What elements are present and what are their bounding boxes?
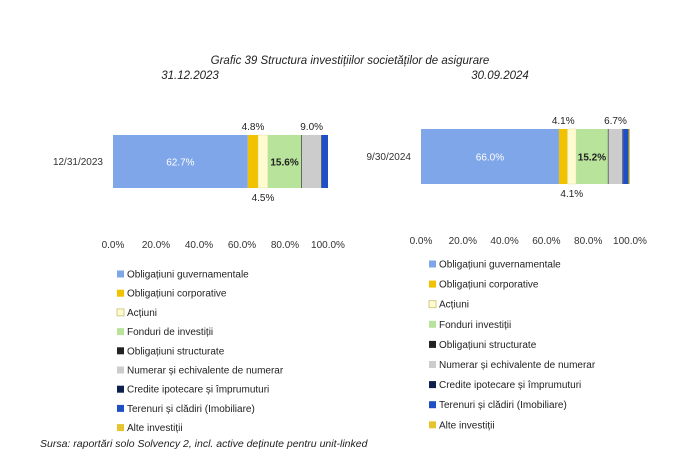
legend-swatch — [429, 340, 436, 348]
data-label: 66.0% — [476, 153, 504, 164]
bar-segment — [576, 129, 608, 184]
x-tick-label: 80.0% — [574, 236, 602, 247]
legend-label: Obligațiuni guvernamentale — [439, 260, 561, 271]
legend-swatch — [429, 280, 436, 288]
y-category-label: 12/31/2023 — [53, 157, 103, 168]
legend-swatch — [428, 300, 437, 309]
chart-title: 31.12.2023 — [161, 70, 219, 82]
y-category-label: 9/30/2024 — [367, 152, 412, 163]
bar-segment — [301, 135, 322, 188]
data-label: 4.1% — [552, 116, 575, 127]
bar-segment — [257, 134, 269, 189]
legend-label: Terenuri și clădiri (Imobiliare) — [127, 404, 255, 415]
x-tick-label: 100.0% — [613, 236, 647, 247]
legend-swatch — [429, 381, 436, 389]
data-label: 9.0% — [300, 122, 323, 133]
legend-swatch — [429, 361, 436, 368]
x-tick-label: 20.0% — [449, 236, 477, 247]
source-note: Sursa: raportări solo Solvency 2, incl. … — [40, 438, 368, 450]
data-label: 6.7% — [604, 116, 627, 127]
legend-swatch — [117, 404, 124, 412]
x-tick-label: 60.0% — [532, 236, 560, 247]
bar-segment — [301, 135, 302, 188]
x-tick-label: 80.0% — [271, 240, 299, 251]
x-tick-label: 0.0% — [410, 236, 433, 247]
data-label: 4.1% — [560, 189, 583, 200]
x-tick-label: 0.0% — [102, 240, 125, 251]
bar-segment — [608, 129, 623, 184]
legend-swatch — [429, 401, 436, 409]
legend-swatch — [117, 366, 124, 374]
data-label: 62.7% — [166, 158, 194, 169]
legend-label: Fonduri de investiții — [127, 327, 213, 338]
bar-segment — [321, 135, 328, 188]
legend-label: Obligațiuni guvernamentale — [127, 270, 249, 281]
legend-label: Fonduri investiții — [439, 320, 511, 331]
legend-label: Acțiuni — [127, 308, 157, 319]
bar-segment — [267, 135, 302, 188]
legend-swatch — [117, 289, 124, 297]
bar-segment — [321, 135, 322, 188]
chart-title: 30.09.2024 — [471, 70, 529, 82]
legend-swatch — [117, 270, 124, 278]
x-tick-label: 40.0% — [490, 236, 518, 247]
legend-label: Obligațiuni structurate — [439, 340, 537, 351]
bar-segment — [628, 129, 630, 184]
bar-segment — [113, 135, 248, 188]
x-tick-label: 60.0% — [228, 240, 256, 251]
legend-label: Obligațiuni corporative — [127, 289, 227, 300]
bar-segment — [421, 129, 559, 184]
bar-segment — [607, 129, 609, 184]
x-tick-label: 20.0% — [142, 240, 170, 251]
legend-label: Alte investiții — [127, 423, 183, 434]
x-tick-label: 40.0% — [185, 240, 213, 251]
bar-segment — [558, 129, 568, 184]
x-tick-label: 100.0% — [311, 240, 345, 251]
legend-label: Obligațiuni structurate — [127, 346, 225, 357]
chart-panel-2024: 30.09.2024 0.0% 20.0% 40.0% 60.0% 80.0% 100.0%… — [367, 70, 648, 431]
legend-swatch — [117, 328, 124, 336]
legend-label: Numerar și echivalente de numerar — [127, 366, 284, 377]
legend-swatch — [117, 347, 124, 355]
data-label: 4.5% — [252, 193, 275, 204]
legend-label: Alte investiții — [439, 420, 495, 431]
bar-segment — [567, 128, 577, 185]
figure-title: Grafic 39 Structura investițiilor societ… — [211, 55, 490, 67]
legend-swatch — [429, 320, 436, 328]
data-label: 15.2% — [578, 153, 606, 164]
legend-label: Obligațiuni corporative — [439, 280, 539, 291]
legend-swatch — [116, 308, 125, 317]
bar-segment — [622, 129, 624, 184]
chart-panel-2023: 31.12.2023 0.0% 20.0% 40.0% 60.0% 80.0% 100.0%… — [53, 70, 345, 434]
data-label: 4.8% — [242, 122, 265, 133]
legend-swatch — [117, 385, 124, 393]
legend-label: Terenuri și clădiri (Imobiliare) — [439, 400, 567, 411]
legend-label: Acțiuni — [439, 300, 469, 311]
legend-label: Credite ipotecare și împrumuturi — [439, 380, 581, 391]
legend-swatch — [117, 424, 124, 432]
legend-swatch — [429, 260, 436, 268]
legend-swatch — [429, 421, 436, 429]
bar-segment — [623, 129, 629, 184]
data-label: 15.6% — [270, 158, 298, 169]
bar-segment — [247, 135, 259, 188]
legend-label: Credite ipotecare și împrumuturi — [127, 385, 269, 396]
legend-label: Numerar și echivalente de numerar — [439, 360, 596, 371]
